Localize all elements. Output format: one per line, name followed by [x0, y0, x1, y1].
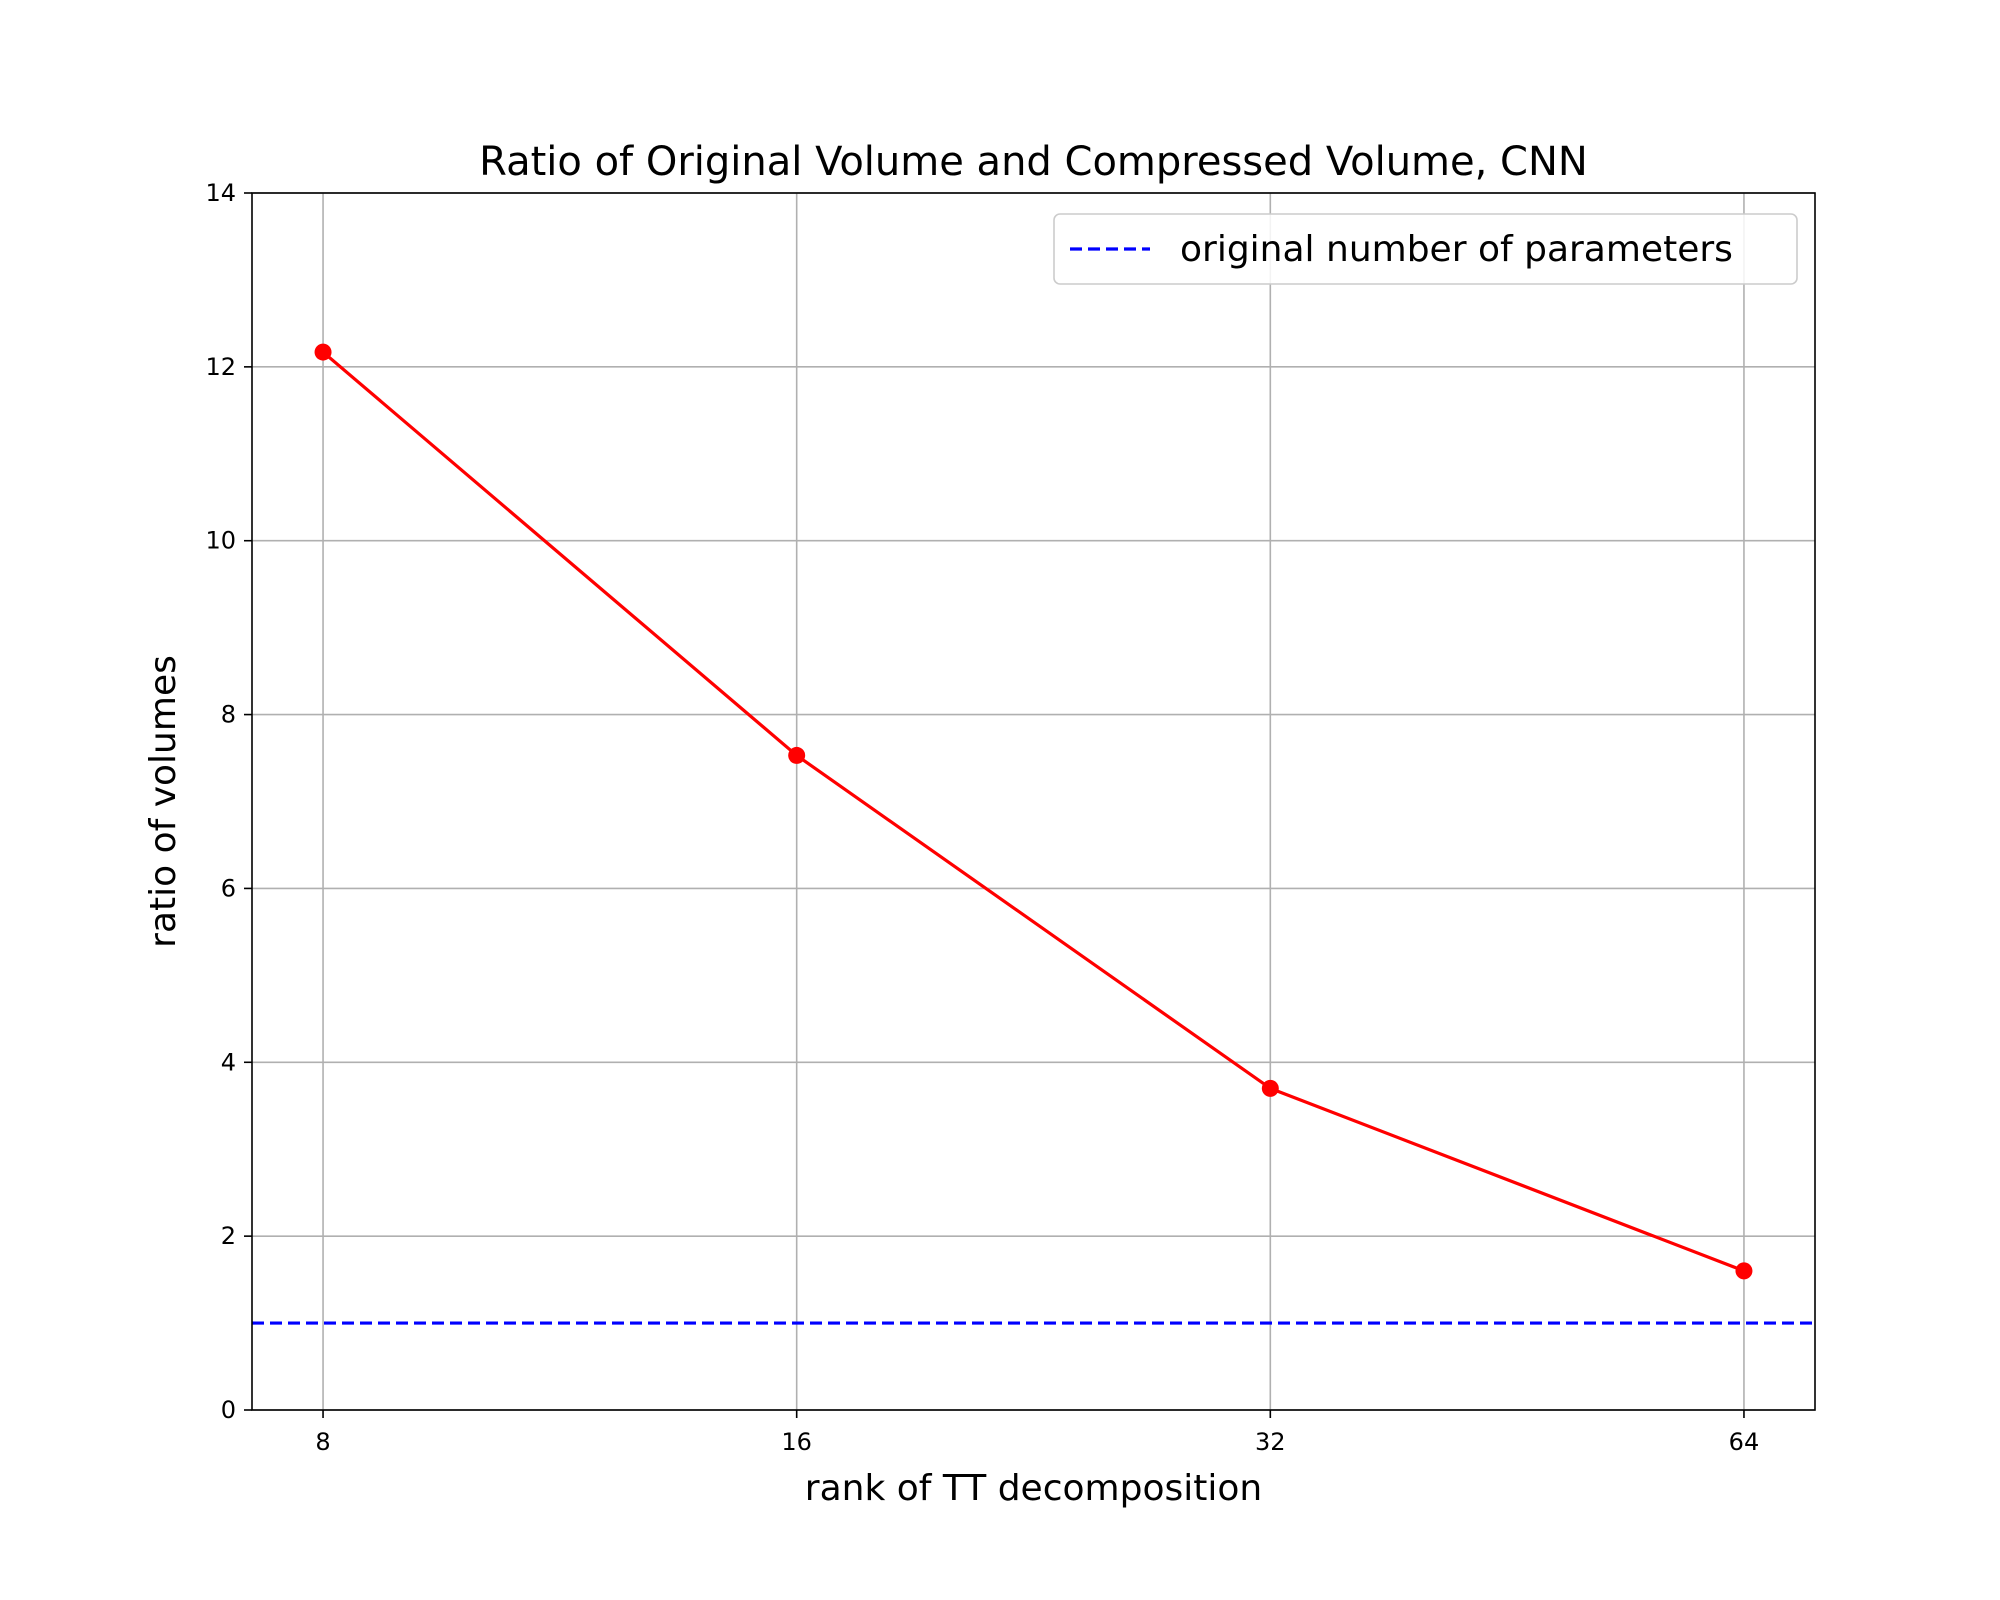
- x-tick-label: 16: [781, 1428, 812, 1456]
- y-tick-label: 4: [221, 1048, 236, 1076]
- y-tick-label: 12: [205, 353, 236, 381]
- series-line: [322, 350, 1745, 1273]
- y-tick-label: 6: [221, 874, 236, 902]
- data-point: [788, 746, 806, 764]
- plot-frame: [251, 192, 1816, 1411]
- x-tick-label: 32: [1255, 1428, 1286, 1456]
- y-tick-label: 10: [205, 527, 236, 555]
- chart-title: Ratio of Original Volume and Compressed …: [479, 139, 1588, 185]
- y-axis-label: ratio of volumes: [143, 655, 184, 948]
- series-group: [314, 343, 1753, 1280]
- data-point: [314, 343, 332, 361]
- legend-label: original number of parameters: [1180, 229, 1733, 270]
- legend: original number of parameters: [1053, 213, 1798, 285]
- y-tick-label: 2: [221, 1222, 236, 1250]
- ticks: 8 16 32 64 0 2 4 6 8 10 12 14: [205, 179, 1759, 1456]
- y-tick-label: 8: [221, 701, 236, 729]
- grid: [252, 192, 1815, 1411]
- data-point: [1735, 1262, 1753, 1280]
- y-tick-label: 14: [205, 179, 236, 207]
- legend-box: [1053, 213, 1798, 285]
- y-tick-label: 0: [221, 1396, 236, 1424]
- x-tick-label: 8: [315, 1428, 330, 1456]
- x-axis-label: rank of TT decomposition: [805, 1468, 1262, 1509]
- data-point: [1261, 1079, 1279, 1097]
- x-tick-label: 64: [1729, 1428, 1760, 1456]
